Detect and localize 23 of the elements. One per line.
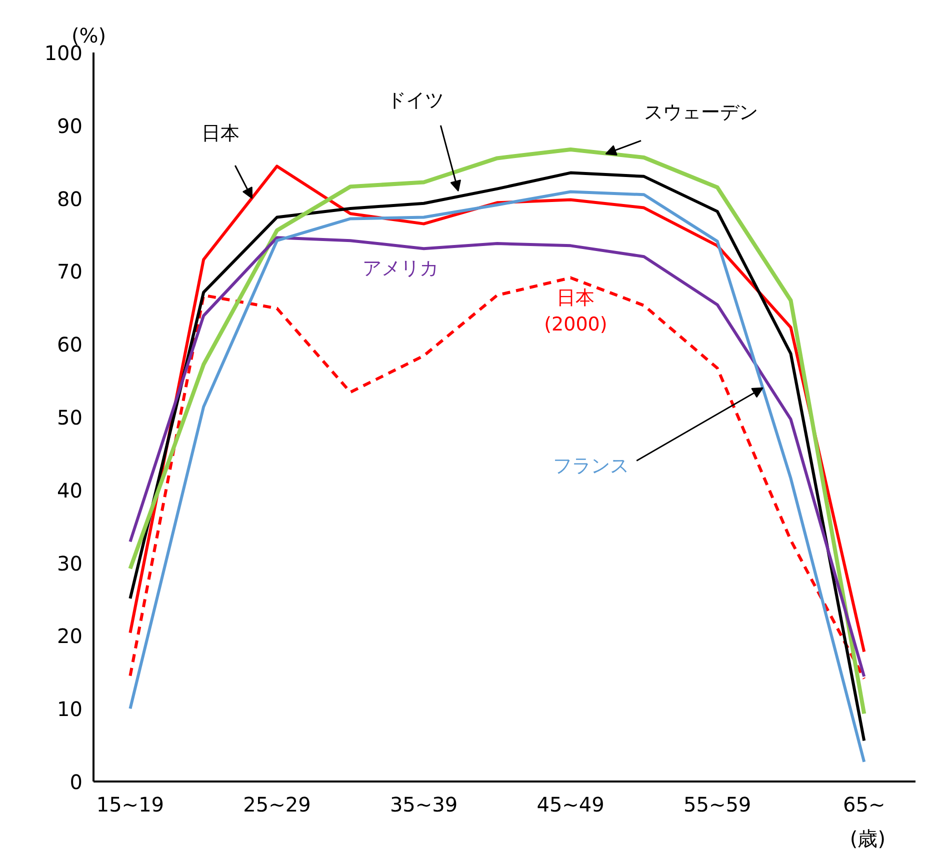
y-tick-label: 50 <box>57 406 83 430</box>
series-label: スウェーデン <box>644 101 758 124</box>
text: ドイツ <box>387 90 444 112</box>
y-tick-label: 10 <box>57 697 83 722</box>
series-label: 日本 (2000) <box>544 287 608 336</box>
x-tick-label: 45~49 <box>536 792 604 816</box>
y-tick-label: 70 <box>57 260 83 284</box>
x-tick-label: 35~39 <box>390 792 458 816</box>
text: 日本 <box>201 122 240 144</box>
y-tick-label: 90 <box>57 114 83 138</box>
x-tick-label: 15~19 <box>96 792 164 816</box>
y-tick-label: 60 <box>57 332 83 357</box>
y-tick-label: 0 <box>70 770 83 794</box>
y-tick-label: 30 <box>57 551 83 576</box>
series-label: アメリカ <box>362 257 438 280</box>
x-tick-label: 55~59 <box>684 792 752 816</box>
x-tick-label: 65~ <box>843 792 886 816</box>
y-tick-label: 20 <box>57 624 83 648</box>
y-tick-label: 80 <box>57 186 83 211</box>
y-tick-label: 40 <box>57 478 83 502</box>
text: フランス <box>553 454 630 477</box>
x-axis-title: (歳) <box>850 826 886 850</box>
x-tick-label: 25~29 <box>243 792 311 816</box>
